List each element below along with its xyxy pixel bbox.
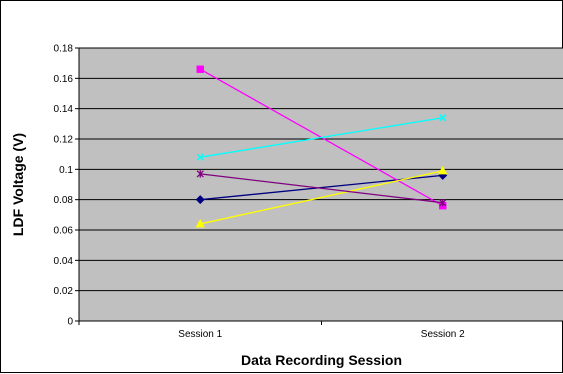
series-line	[200, 173, 443, 204]
series-line	[200, 170, 443, 225]
data-point	[196, 65, 204, 73]
x-tick-label: Session 1	[178, 329, 222, 340]
y-tick-label: 0.12	[54, 135, 74, 146]
data-point	[438, 165, 448, 175]
data-point	[439, 199, 447, 207]
data-point	[195, 218, 205, 228]
data-point	[196, 153, 204, 161]
series-3	[195, 165, 448, 228]
y-tick-label: 0.08	[54, 195, 74, 206]
y-tick-label: 0	[67, 317, 73, 328]
x-axis-title: Data Recording Session	[241, 352, 402, 368]
x-tick-label: Session 2	[421, 329, 465, 340]
y-tick-label: 0.02	[54, 286, 74, 297]
axes: 0 0.02 0.04 0.06 0.08 0.1 0.12 0.14 0.16 0.18 Sess…	[54, 44, 563, 340]
series-line	[200, 117, 443, 158]
y-tick-label: 0.14	[54, 104, 74, 115]
y-tick-label: 0.06	[54, 226, 74, 237]
y-tick-label: 0.04	[54, 256, 74, 267]
data-point	[196, 170, 204, 178]
series-group	[195, 65, 448, 228]
gridlines	[79, 47, 563, 292]
series-5	[196, 170, 447, 207]
y-tick-label: 0.16	[54, 74, 74, 85]
data-point	[195, 195, 205, 205]
y-tick-label: 0.1	[59, 165, 73, 176]
data-point	[439, 114, 447, 122]
plot-area	[78, 47, 563, 322]
y-axis-title: LDF Voltage (V)	[10, 133, 26, 236]
series-4	[196, 114, 447, 161]
y-tick-label: 0.18	[54, 44, 74, 55]
